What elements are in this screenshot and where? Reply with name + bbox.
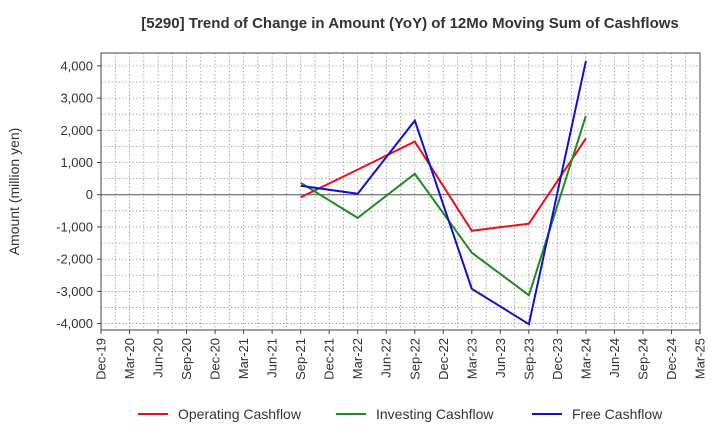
x-tick-label: Jun-21 [265, 338, 280, 378]
y-axis: -4,000 -3,000 -2,000 -1,000 0 1,000 2,000 3,000… [56, 58, 101, 331]
x-tick-label: Mar-21 [236, 338, 251, 379]
series-line-free-cashflow [300, 60, 587, 326]
x-tick-label: Dec-20 [208, 338, 223, 380]
y-tick-label: 4,000 [60, 58, 93, 73]
legend-label-investing-cashflow: Investing Cashflow [376, 406, 494, 422]
x-tick-label: Dec-24 [664, 338, 679, 380]
x-tick-label: Sep-22 [407, 338, 422, 380]
x-tick-label: Jun-20 [151, 338, 166, 378]
x-tick-label: Dec-23 [550, 338, 565, 380]
series-line-investing-cashflow [300, 115, 587, 297]
x-tick-label: Jun-24 [607, 338, 622, 378]
x-tick-label: Mar-25 [693, 338, 708, 379]
x-axis: Dec-19 Mar-20 Jun-20 Sep-20 Dec-20 Mar-21 Jun-… [94, 330, 708, 380]
y-tick-label: -2,000 [56, 252, 93, 267]
x-tick-label: Dec-22 [436, 338, 451, 380]
legend: Operating Cashflow Investing Cashflow Free… [138, 406, 663, 422]
x-tick-label: Jun-22 [379, 338, 394, 378]
y-axis-label: Amount (million yen) [6, 128, 22, 256]
x-tick-label: Mar-20 [122, 338, 137, 379]
grid [100, 53, 701, 330]
y-tick-label: -3,000 [56, 284, 93, 299]
series-group [300, 60, 587, 326]
x-tick-label: Sep-23 [521, 338, 536, 380]
x-tick-label: Sep-21 [293, 338, 308, 380]
x-tick-label: Sep-20 [179, 338, 194, 380]
x-tick-label: Mar-23 [464, 338, 479, 379]
y-tick-label: 2,000 [60, 123, 93, 138]
y-tick-label: -4,000 [56, 316, 93, 331]
y-tick-label: 0 [86, 187, 93, 202]
plot-area [100, 52, 701, 331]
x-tick-label: Dec-19 [94, 338, 109, 380]
y-tick-label: -1,000 [56, 219, 93, 234]
chart-title: [5290] Trend of Change in Amount (YoY) o… [141, 15, 679, 32]
x-tick-label: Mar-22 [350, 338, 365, 379]
y-tick-label: 3,000 [60, 91, 93, 106]
x-tick-label: Jun-23 [493, 338, 508, 378]
x-tick-label: Dec-21 [322, 338, 337, 380]
y-tick-label: 1,000 [60, 155, 93, 170]
series-line-operating-cashflow [300, 137, 587, 232]
legend-label-free-cashflow: Free Cashflow [572, 406, 663, 422]
x-tick-label: Mar-24 [578, 338, 593, 379]
x-tick-label: Sep-24 [635, 338, 650, 380]
legend-label-operating-cashflow: Operating Cashflow [178, 406, 302, 422]
